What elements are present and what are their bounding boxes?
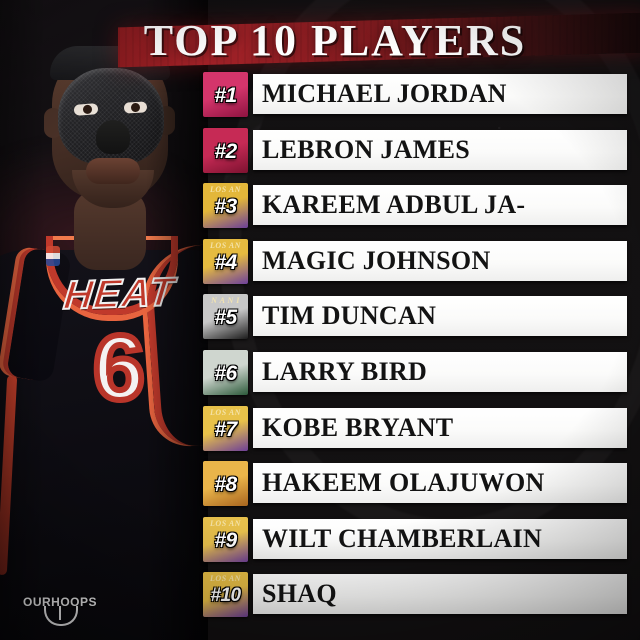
rank-badge: LOS AN #3	[203, 183, 248, 229]
player-name-bar: KOBE BRYANT	[253, 407, 627, 448]
ranking-row: LOS AN #7 KOBE BRYANT	[196, 405, 640, 451]
player-name-bar: SHAQ	[253, 574, 627, 615]
player-name-bar: HAKEEM OLAJUWON	[253, 463, 627, 504]
ranking-row: LOS AN #4 MAGIC JOHNSON	[196, 238, 640, 284]
player-name: SHAQ	[262, 579, 337, 609]
ranking-list: #1 MICHAEL JORDAN #2 LEBRON JAMES LOS AN #3 KA…	[196, 72, 640, 630]
badge-team-label: LOS AN	[210, 407, 241, 417]
badge-team-label: LOS AN	[210, 240, 241, 250]
ranking-row: #8 HAKEEM OLAJUWON	[196, 461, 640, 507]
ranking-row: LOS AN #9 WILT CHAMBERLAIN	[196, 516, 640, 562]
player-photo: HEAT 6	[0, 0, 208, 640]
rank-number: #5	[214, 306, 237, 330]
player-name: LEBRON JAMES	[262, 134, 471, 164]
watermark-logo: OURHOOPS	[18, 588, 102, 632]
player-name-bar: MICHAEL JORDAN	[253, 74, 627, 114]
rank-number: #3	[214, 195, 237, 219]
player-name-bar: MAGIC JOHNSON	[253, 240, 627, 281]
rank-number: #9	[214, 528, 237, 552]
player-name: LARRY BIRD	[262, 357, 428, 386]
rank-badge: LOS AN #4	[203, 238, 248, 284]
player-name: WILT CHAMBERLAIN	[262, 523, 543, 553]
rank-number: #8	[214, 473, 237, 497]
player-name: KAREEM ADBUL JA-	[262, 190, 526, 220]
page-title: TOP 10 PLAYERS	[143, 16, 527, 65]
player-name-bar: KAREEM ADBUL JA-	[253, 185, 627, 226]
rank-badge: LOS AN #9	[203, 516, 248, 562]
badge-team-label: LOS AN	[210, 185, 241, 195]
rank-badge: #6	[203, 350, 248, 395]
ranking-row: #1 MICHAEL JORDAN	[196, 72, 640, 117]
rank-badge: LOS AN #7	[203, 405, 248, 451]
player-name-bar: LARRY BIRD	[253, 352, 627, 392]
rank-number: #10	[210, 585, 241, 607]
rank-number: #1	[214, 84, 237, 107]
player-name: HAKEEM OLAJUWON	[262, 468, 545, 498]
player-name: TIM DUNCAN	[262, 301, 437, 331]
ranking-row: #2 LEBRON JAMES	[196, 127, 640, 173]
badge-team-label: LOS AN	[210, 518, 241, 528]
player-name-bar: TIM DUNCAN	[253, 296, 627, 337]
ranking-row: LOS AN #10 SHAQ	[196, 572, 640, 618]
player-name-bar: LEBRON JAMES	[253, 129, 627, 170]
rank-badge: LOS AN #10	[203, 572, 248, 618]
badge-team-label: LOS AN	[210, 574, 241, 584]
rank-badge: #2	[203, 127, 248, 173]
ranking-row: LOS AN #3 KAREEM ADBUL JA-	[196, 183, 640, 229]
ranking-row: #6 LARRY BIRD	[196, 350, 640, 395]
badge-team-label: N A N I	[211, 296, 240, 306]
player-name: MAGIC JOHNSON	[262, 245, 491, 275]
player-name: KOBE BRYANT	[262, 412, 454, 442]
basketball-icon	[44, 606, 78, 626]
rank-badge: #8	[203, 461, 248, 507]
player-name-bar: WILT CHAMBERLAIN	[253, 518, 627, 559]
photo-shading-overlay	[0, 0, 208, 640]
rank-badge: N A N I #5	[203, 294, 248, 340]
rank-badge: #1	[203, 72, 248, 117]
ranking-row: N A N I #5 TIM DUNCAN	[196, 294, 640, 340]
player-name: MICHAEL JORDAN	[262, 79, 507, 108]
rank-number: #4	[214, 250, 237, 274]
header: TOP 10 PLAYERS	[0, 8, 640, 70]
rank-number: #6	[214, 362, 237, 385]
rank-number: #7	[214, 417, 237, 441]
rank-number: #2	[214, 139, 237, 163]
